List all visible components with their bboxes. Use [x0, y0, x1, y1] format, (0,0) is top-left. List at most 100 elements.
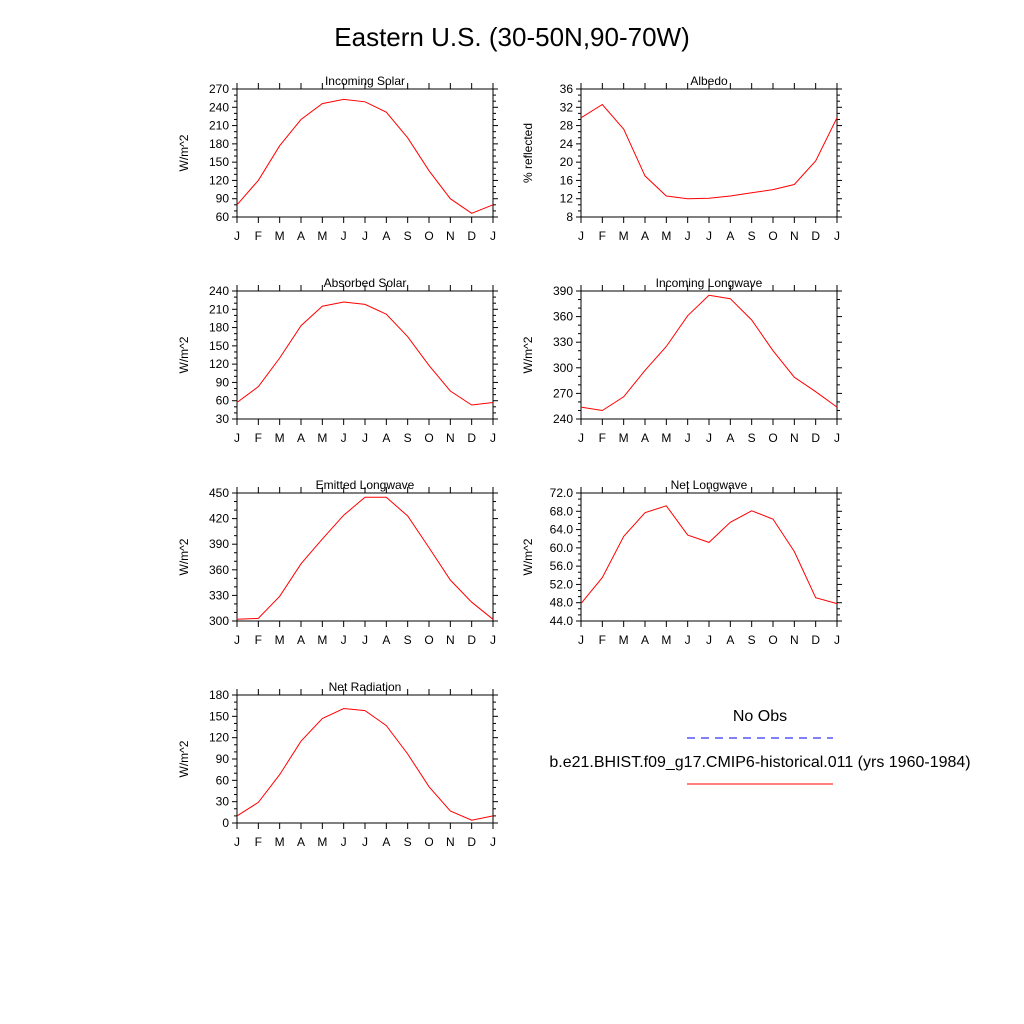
- series-line: [580, 505, 838, 605]
- x-tick-label: N: [446, 835, 455, 849]
- x-tick-label: D: [467, 633, 476, 647]
- y-axis-label: W/m^2: [177, 336, 191, 373]
- x-tick-label: F: [599, 229, 606, 243]
- y-tick-label: 150: [209, 155, 229, 169]
- x-tick-label: D: [811, 633, 820, 647]
- x-tick-label: J: [341, 633, 347, 647]
- x-tick-label: F: [255, 835, 262, 849]
- x-tick-label: J: [578, 431, 584, 445]
- x-tick-label: A: [382, 835, 390, 849]
- x-tick-label: J: [706, 229, 712, 243]
- figure-title: Eastern U.S. (30-50N,90-70W): [334, 22, 689, 52]
- x-tick-label: A: [726, 633, 734, 647]
- x-tick-label: D: [467, 835, 476, 849]
- y-tick-label: 8: [566, 210, 573, 224]
- x-tick-label: J: [834, 431, 840, 445]
- y-tick-label: 56.0: [550, 559, 574, 573]
- y-tick-label: 20: [560, 155, 574, 169]
- x-tick-label: A: [297, 431, 305, 445]
- y-tick-label: 300: [553, 361, 573, 375]
- y-tick-label: 12: [560, 192, 574, 206]
- x-tick-label: M: [317, 431, 327, 445]
- x-tick-label: J: [490, 431, 496, 445]
- x-tick-label: S: [748, 633, 756, 647]
- x-tick-label: J: [490, 229, 496, 243]
- y-axis-label: W/m^2: [521, 538, 535, 575]
- y-tick-label: 360: [209, 563, 229, 577]
- y-tick-label: 72.0: [550, 486, 574, 500]
- x-tick-label: J: [685, 229, 691, 243]
- x-tick-label: J: [834, 229, 840, 243]
- x-tick-label: J: [362, 633, 368, 647]
- x-tick-label: J: [362, 431, 368, 445]
- plot-frame: [236, 290, 494, 420]
- x-tick-label: M: [275, 633, 285, 647]
- x-tick-label: F: [599, 633, 606, 647]
- x-tick-label: O: [768, 431, 777, 445]
- plot-frame: [580, 492, 838, 622]
- panel-title: Net Radiation: [329, 680, 402, 694]
- x-tick-label: A: [297, 835, 305, 849]
- y-tick-label: 68.0: [550, 504, 574, 518]
- panel-4: Emitted Longwave 300 330 360 390 420 450 W/m^2 J…: [177, 478, 498, 647]
- x-tick-label: J: [834, 633, 840, 647]
- x-tick-label: J: [578, 633, 584, 647]
- y-tick-label: 240: [553, 412, 573, 426]
- x-tick-label: F: [255, 633, 262, 647]
- x-tick-label: D: [467, 431, 476, 445]
- x-tick-label: M: [275, 835, 285, 849]
- y-tick-label: 390: [553, 284, 573, 298]
- y-tick-label: 64.0: [550, 523, 574, 537]
- y-tick-label: 32: [560, 100, 574, 114]
- y-axis-label: W/m^2: [177, 538, 191, 575]
- x-tick-label: M: [661, 229, 671, 243]
- x-tick-label: O: [424, 431, 433, 445]
- x-tick-label: N: [790, 431, 799, 445]
- y-tick-label: 360: [553, 310, 573, 324]
- y-tick-label: 24: [560, 137, 574, 151]
- x-tick-label: A: [726, 431, 734, 445]
- x-tick-label: J: [685, 633, 691, 647]
- y-tick-label: 270: [209, 82, 229, 96]
- y-tick-label: 270: [553, 386, 573, 400]
- panel-0: Incoming Solar 60 90 120 150 180 210 240 270 W/m^…: [177, 74, 498, 243]
- x-tick-label: J: [685, 431, 691, 445]
- panel-title: Albedo: [690, 74, 728, 88]
- x-tick-label: F: [599, 431, 606, 445]
- x-tick-label: M: [661, 431, 671, 445]
- y-tick-label: 120: [209, 731, 229, 745]
- x-tick-label: M: [661, 633, 671, 647]
- y-tick-label: 90: [216, 375, 230, 389]
- x-tick-label: M: [317, 633, 327, 647]
- y-tick-label: 450: [209, 486, 229, 500]
- legend: No Obs b.e21.BHIST.f09_g17.CMIP6-histori…: [549, 708, 971, 785]
- series-line: [236, 496, 494, 620]
- y-tick-label: 52.0: [550, 577, 574, 591]
- series-line: [236, 707, 494, 821]
- series-line: [580, 294, 838, 412]
- y-axis-label: % reflected: [521, 123, 535, 183]
- y-tick-label: 30: [216, 412, 230, 426]
- x-tick-label: S: [748, 229, 756, 243]
- x-tick-label: N: [790, 229, 799, 243]
- panel-title: Incoming Solar: [325, 74, 405, 88]
- y-tick-label: 60: [216, 210, 230, 224]
- y-tick-label: 420: [209, 512, 229, 526]
- y-tick-label: 180: [209, 688, 229, 702]
- x-tick-label: N: [790, 633, 799, 647]
- series-line: [236, 301, 494, 406]
- x-tick-label: D: [467, 229, 476, 243]
- x-tick-label: F: [255, 431, 262, 445]
- panel-2: Absorbed Solar 30 60 90 120 150 180 210 240 W/m^2…: [177, 276, 498, 445]
- x-tick-label: O: [768, 229, 777, 243]
- plot-frame: [236, 492, 494, 622]
- legend-model-label: b.e21.BHIST.f09_g17.CMIP6-historical.011…: [549, 754, 970, 771]
- x-tick-label: J: [490, 633, 496, 647]
- x-tick-label: M: [619, 229, 629, 243]
- y-tick-label: 60: [216, 394, 230, 408]
- x-tick-label: O: [768, 633, 777, 647]
- y-axis-label: W/m^2: [521, 336, 535, 373]
- x-tick-label: J: [341, 431, 347, 445]
- x-tick-label: A: [726, 229, 734, 243]
